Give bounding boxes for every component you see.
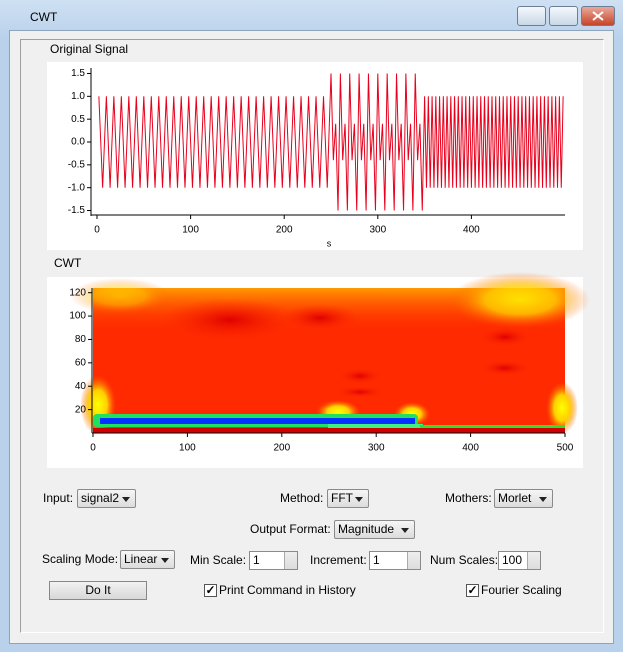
y-tick-label: 100 bbox=[69, 311, 86, 322]
x-tick-label: 100 bbox=[179, 443, 196, 454]
charts: Original Signal CWT 1.5 1.0 0.5 0.0 -0.5 -1.0… bbox=[47, 42, 590, 468]
x-tick-label: 300 bbox=[368, 443, 385, 454]
num-scales-label: Num Scales: bbox=[430, 553, 499, 567]
cwt-image bbox=[70, 272, 590, 435]
method-label: Method: bbox=[280, 491, 324, 505]
x-tick-label: 200 bbox=[276, 225, 293, 236]
num-scales-input[interactable]: 100 bbox=[498, 551, 541, 570]
min-scale-label: Min Scale: bbox=[190, 553, 247, 567]
x-tick-label: 0 bbox=[94, 225, 100, 236]
y-tick-label: 80 bbox=[75, 334, 87, 345]
y-tick-label: 60 bbox=[75, 357, 87, 368]
window-title: CWT bbox=[30, 10, 58, 24]
x-tick-label: 0 bbox=[90, 443, 96, 454]
y-tick-label: 40 bbox=[75, 381, 87, 392]
y-tick-label: 1.0 bbox=[71, 91, 85, 102]
minimize-button[interactable] bbox=[517, 6, 546, 26]
signal-line bbox=[98, 73, 564, 211]
x-axis-label: s bbox=[327, 238, 332, 248]
y-tick-label: 20 bbox=[75, 404, 87, 415]
fourier-scaling-checkbox[interactable]: ✓ bbox=[466, 583, 479, 597]
x-tick-label: 300 bbox=[369, 225, 386, 236]
panel-frame bbox=[20, 39, 604, 633]
x-tick-label: 400 bbox=[462, 443, 479, 454]
y-tick-label: 1.5 bbox=[71, 68, 85, 79]
y-tick-label: -1.0 bbox=[68, 182, 86, 193]
do-it-button[interactable]: Do It bbox=[49, 581, 147, 600]
close-icon bbox=[592, 11, 604, 21]
x-tick-label: 400 bbox=[463, 225, 480, 236]
maximize-button[interactable] bbox=[549, 6, 578, 26]
mothers-select[interactable]: Morlet bbox=[494, 489, 553, 508]
output-format-label: Output Format: bbox=[250, 522, 331, 536]
scaling-mode-select[interactable]: Linear bbox=[120, 550, 175, 569]
x-tick-label: 100 bbox=[182, 225, 199, 236]
output-format-select[interactable]: Magnitude bbox=[334, 520, 415, 539]
increment-label: Increment: bbox=[310, 553, 367, 567]
y-tick-label: -0.5 bbox=[68, 159, 86, 170]
y-tick-label: 0.5 bbox=[71, 114, 85, 125]
min-scale-input[interactable]: 1 bbox=[249, 551, 298, 570]
signal-panel bbox=[47, 62, 583, 250]
method-select[interactable]: FFT bbox=[327, 489, 369, 508]
y-tick-label: -1.5 bbox=[68, 205, 86, 216]
fourier-scaling-label: Fourier Scaling bbox=[481, 583, 562, 597]
signal-title: Original Signal bbox=[50, 42, 128, 56]
input-select[interactable]: signal2 bbox=[77, 489, 136, 508]
y-tick-label: 0.0 bbox=[71, 137, 85, 148]
scaling-mode-label: Scaling Mode: bbox=[42, 552, 119, 566]
y-tick-label: 120 bbox=[69, 287, 86, 298]
input-label: Input: bbox=[43, 491, 74, 505]
x-tick-label: 500 bbox=[557, 443, 574, 454]
mothers-label: Mothers: bbox=[445, 491, 492, 505]
increment-input[interactable]: 1 bbox=[369, 551, 421, 570]
cwt-title: CWT bbox=[54, 256, 82, 270]
print-command-checkbox[interactable]: ✓ bbox=[204, 583, 217, 597]
print-command-label: Print Command in History bbox=[219, 583, 356, 597]
close-button[interactable] bbox=[581, 6, 615, 26]
x-tick-label: 200 bbox=[273, 443, 290, 454]
